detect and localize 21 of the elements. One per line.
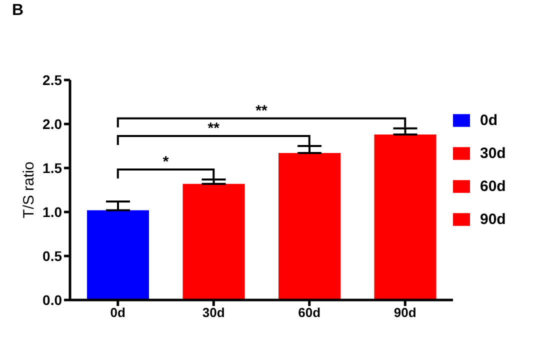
legend-label: 60d — [480, 178, 506, 195]
y-axis-title: T/S ratio — [20, 162, 38, 218]
significance-bracket: ** — [116, 120, 310, 145]
y-tick-label: 0.0 — [42, 292, 62, 308]
y-tick-label: 2.0 — [42, 116, 62, 132]
legend-label: 30d — [480, 145, 506, 162]
y-tick-label: 2.5 — [42, 72, 62, 88]
y-tick-label: 0.5 — [42, 248, 62, 264]
x-tick-label: 30d — [202, 305, 225, 320]
annotation: ** — [208, 120, 220, 137]
x-tick-label: 0d — [110, 305, 126, 320]
y-tick-label: 1.5 — [42, 160, 62, 176]
y-tick-label: 1.0 — [42, 204, 62, 220]
legend-label: 90d — [480, 211, 506, 228]
x-tick-label: 90d — [394, 305, 416, 320]
chart-title: B — [12, 2, 24, 20]
annotation: ** — [256, 102, 268, 120]
x-tick-label: 60d — [298, 305, 321, 320]
significance-bracket: * — [116, 153, 215, 178]
legend-label: 0d — [480, 112, 498, 129]
annotation: * — [162, 153, 169, 170]
